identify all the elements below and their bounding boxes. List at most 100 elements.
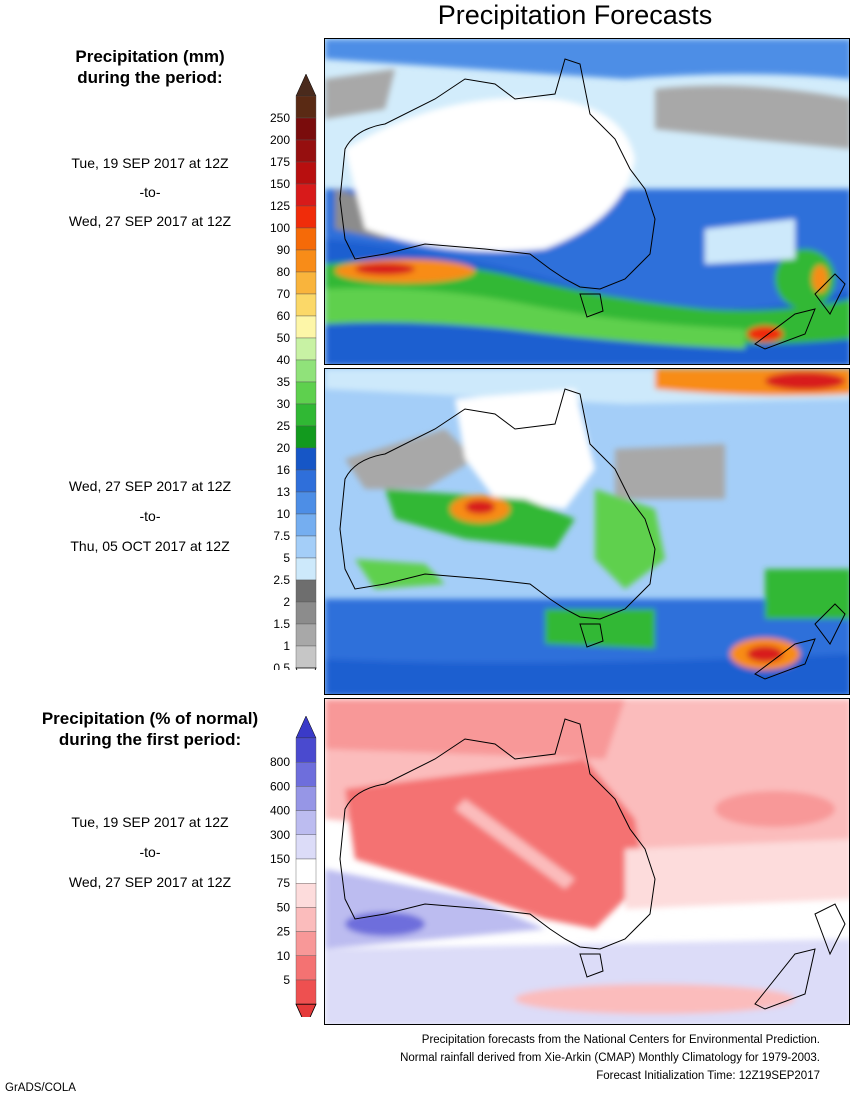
legend-mm-swatch bbox=[295, 447, 317, 471]
credit-line1: Precipitation forecasts from the Nationa… bbox=[421, 1034, 820, 1046]
period3-start: Tue, 19 SEP 2017 at 12Z bbox=[71, 814, 229, 830]
legend-pct-swatch bbox=[295, 762, 317, 787]
legend-pct-top-arrow bbox=[295, 715, 317, 739]
period2-end: Thu, 05 OCT 2017 at 12Z bbox=[70, 538, 230, 554]
legend-mm-heading-line2: during the period: bbox=[77, 68, 223, 87]
legend-pct-colorbar: 800 600 400 300 150 75 50 25 10 5 bbox=[270, 715, 317, 1017]
legend-mm-tick-label: 1 bbox=[283, 639, 290, 653]
legend-mm-swatch bbox=[295, 139, 317, 163]
legend-pct-tick-label: 300 bbox=[270, 828, 290, 842]
legend-mm-swatch bbox=[295, 645, 317, 669]
legend-mm-tick-label: 0.5 bbox=[273, 661, 290, 670]
legend-mm-tick-label: 60 bbox=[277, 309, 291, 323]
legend-pct-tick-label: 50 bbox=[277, 900, 291, 914]
credit-line3: Forecast Initialization Time: 12Z19SEP20… bbox=[596, 1070, 820, 1082]
coastline-outline bbox=[339, 388, 846, 680]
legend-mm-swatch bbox=[295, 359, 317, 383]
legend-pct-swatch bbox=[295, 858, 317, 884]
software-credit: GrADS/COLA bbox=[5, 1082, 76, 1094]
legend-mm-swatch bbox=[295, 205, 317, 229]
legend-mm-tick-label: 200 bbox=[270, 133, 290, 147]
legend-mm-tick-label: 50 bbox=[277, 331, 291, 345]
period1-to: -to- bbox=[139, 184, 161, 200]
legend-pct-heading: Precipitation (% of normal) during the f… bbox=[0, 708, 300, 750]
period1-start: Tue, 19 SEP 2017 at 12Z bbox=[71, 155, 229, 171]
legend-mm-swatch bbox=[295, 337, 317, 361]
legend-mm-swatch bbox=[295, 293, 317, 317]
legend-pct-swatch bbox=[295, 882, 317, 908]
legend-mm-heading: Precipitation (mm) during the period: bbox=[0, 46, 300, 88]
legend-mm-swatch bbox=[295, 513, 317, 537]
legend-pct-swatch bbox=[295, 979, 317, 1005]
period3-end: Wed, 27 SEP 2017 at 12Z bbox=[68, 874, 232, 890]
legend-mm-tick-label: 13 bbox=[277, 485, 291, 499]
legend-mm-swatch bbox=[295, 403, 317, 427]
legend-mm-tick-label: 150 bbox=[270, 177, 290, 191]
period1-end: Wed, 27 SEP 2017 at 12Z bbox=[68, 213, 232, 229]
legend-mm-colorbar: 2502001751501251009080706050403530252016… bbox=[270, 73, 317, 670]
legend-mm-tick-label: 175 bbox=[270, 155, 290, 169]
legend-mm-tick-label: 100 bbox=[270, 221, 290, 235]
legend-mm-swatch bbox=[295, 623, 317, 647]
legend-pct-swatch bbox=[295, 931, 317, 957]
legend-mm-tick-label: 1.5 bbox=[273, 617, 290, 631]
legend-mm-tick-label: 125 bbox=[270, 199, 290, 213]
legend-pct-swatch bbox=[295, 810, 317, 835]
legend-pct-heading-line2: during the first period: bbox=[58, 730, 242, 749]
legend-mm-tick-label: 90 bbox=[277, 243, 291, 257]
legend-mm-swatch bbox=[295, 227, 317, 251]
legend-mm-swatch bbox=[295, 249, 317, 273]
legend-mm-swatch bbox=[295, 161, 317, 185]
legend-pct-tick-label: 150 bbox=[270, 852, 290, 866]
legend-pct-tick-label: 600 bbox=[270, 779, 290, 793]
legend-pct-bottom-arrow bbox=[295, 1003, 317, 1017]
legend-mm-tick-label: 2 bbox=[283, 595, 290, 609]
legend-pct-swatch bbox=[295, 834, 317, 860]
legend-mm-swatch bbox=[295, 535, 317, 559]
legend-mm-swatch bbox=[295, 491, 317, 515]
coastline-outline bbox=[339, 718, 846, 1010]
legend-mm-tick-label: 70 bbox=[277, 287, 291, 301]
legend-mm-swatch bbox=[295, 381, 317, 405]
legend-mm-swatch bbox=[295, 425, 317, 449]
legend-mm-swatch bbox=[295, 579, 317, 603]
legend-mm-tick-label: 20 bbox=[277, 441, 291, 455]
legend-mm-swatch bbox=[295, 557, 317, 581]
legend-mm-tick-label: 10 bbox=[277, 507, 291, 521]
legend-pct-tick-label: 800 bbox=[270, 755, 290, 769]
legend-mm-tick-label: 35 bbox=[277, 375, 291, 389]
map-panel-period2 bbox=[324, 368, 850, 695]
legend-mm-swatch bbox=[295, 117, 317, 141]
legend-mm-swatch bbox=[295, 315, 317, 339]
legend-mm-heading-line1: Precipitation (mm) bbox=[75, 47, 225, 66]
legend-pct-heading-line1: Precipitation (% of normal) bbox=[41, 709, 259, 728]
legend-mm-tick-label: 30 bbox=[277, 397, 291, 411]
legend-pct-tick-label: 10 bbox=[277, 949, 291, 963]
legend-pct-swatch bbox=[295, 786, 317, 811]
legend-mm-tick-label: 7.5 bbox=[273, 529, 290, 543]
map-panel-percent-normal bbox=[324, 698, 850, 1025]
legend-mm-swatch bbox=[295, 601, 317, 625]
legend-mm-tick-label: 80 bbox=[277, 265, 291, 279]
legend-mm-tick-label: 2.5 bbox=[273, 573, 290, 587]
legend-mm-tick-label: 5 bbox=[283, 551, 290, 565]
legend-mm-tick-label: 40 bbox=[277, 353, 291, 367]
legend-pct-swatch bbox=[295, 737, 317, 763]
period2-to: -to- bbox=[139, 508, 161, 524]
legend-mm-swatch bbox=[295, 183, 317, 207]
legend-mm-tick-label: 16 bbox=[277, 463, 291, 477]
legend-pct-tick-label: 75 bbox=[277, 876, 291, 890]
legend-mm-top-arrow bbox=[295, 73, 317, 97]
legend-pct-tick-label: 25 bbox=[277, 925, 291, 939]
legend-pct-swatch bbox=[295, 907, 317, 932]
period2-start: Wed, 27 SEP 2017 at 12Z bbox=[68, 478, 232, 494]
legend-mm-tick-label: 250 bbox=[270, 111, 290, 125]
legend-mm-swatch bbox=[295, 469, 317, 493]
period3-to: -to- bbox=[139, 844, 161, 860]
legend-mm-bottom-arrow bbox=[295, 667, 317, 670]
legend-mm-tick-label: 25 bbox=[277, 419, 291, 433]
legend-pct-swatch bbox=[295, 955, 317, 981]
coastline-outline bbox=[339, 58, 846, 350]
legend-mm-swatch bbox=[295, 271, 317, 295]
map-panel-period1 bbox=[324, 38, 850, 365]
